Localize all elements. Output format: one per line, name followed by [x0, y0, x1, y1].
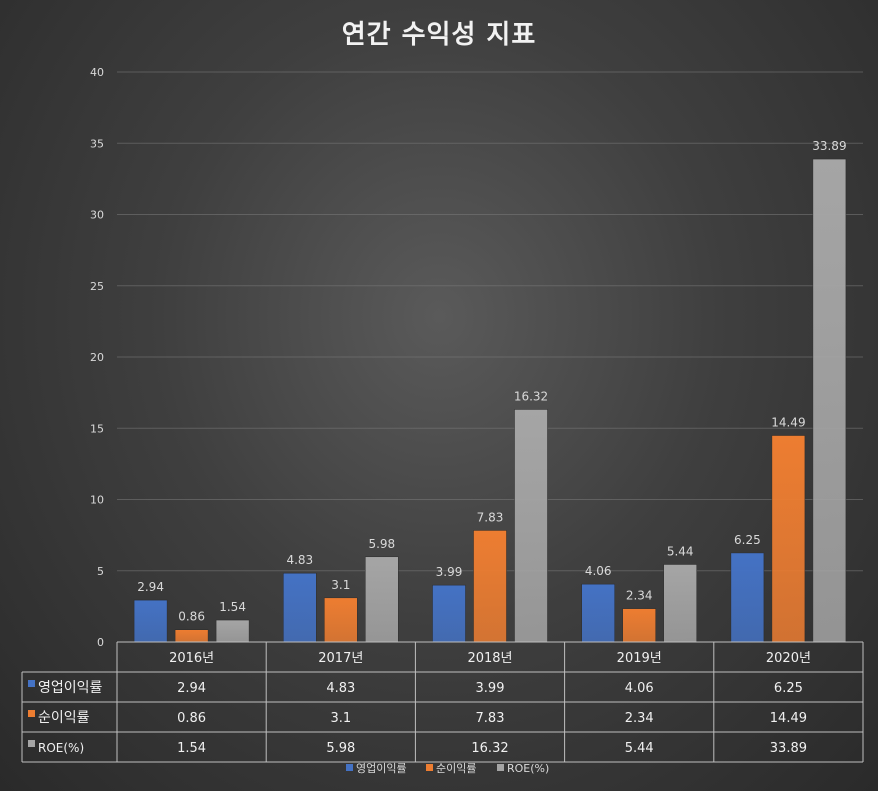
table-legend-key: [28, 710, 35, 717]
data-label: 33.89: [812, 139, 846, 153]
table-cell: 0.86: [177, 711, 206, 726]
bar: [581, 583, 615, 643]
bar: [324, 597, 358, 643]
legend-key: [346, 764, 353, 771]
data-label: 4.06: [585, 564, 612, 578]
table-cell: 3.99: [476, 681, 505, 696]
data-label: 16.32: [514, 389, 548, 403]
table-cell: 4.06: [625, 681, 654, 696]
category-label: 2018년: [467, 651, 512, 666]
bar: [514, 409, 548, 643]
bar: [174, 629, 209, 643]
y-tick-label: 40: [90, 66, 104, 79]
bar: [133, 599, 168, 643]
y-tick-label: 25: [90, 280, 104, 293]
table-cell: 6.25: [774, 681, 803, 696]
y-tick-label: 5: [97, 565, 104, 578]
bar: [730, 552, 765, 643]
y-tick-label: 0: [97, 636, 104, 649]
bar: [215, 619, 250, 643]
table-cell: 5.44: [625, 741, 654, 756]
data-label: 5.98: [368, 537, 395, 551]
chart-title: 연간 수익성 지표: [341, 20, 537, 50]
bar: [365, 556, 399, 643]
table-series-name: 순이익률: [38, 710, 90, 726]
bar: [663, 564, 697, 643]
table-cell: 3.1: [330, 711, 351, 726]
category-label: 2017년: [318, 651, 363, 666]
data-label: 2.94: [137, 580, 164, 594]
table-cell: 7.83: [476, 711, 505, 726]
table-series-name: ROE(%): [38, 741, 84, 755]
y-tick-label: 20: [90, 351, 104, 364]
data-label: 7.83: [477, 510, 504, 524]
table-cell: 4.83: [326, 681, 355, 696]
table-cell: 2.34: [625, 711, 654, 726]
y-tick-label: 10: [90, 494, 104, 507]
table-cell: 5.98: [326, 741, 355, 756]
data-label: 0.86: [178, 610, 205, 624]
data-label: 4.83: [286, 553, 313, 567]
bar: [812, 158, 847, 643]
data-label: 6.25: [734, 533, 761, 547]
table-cell: 16.32: [471, 741, 508, 756]
category-label: 2020년: [766, 651, 811, 666]
table-series-name: 영업이익률: [38, 680, 103, 696]
data-label: 14.49: [771, 416, 805, 430]
data-label: 2.34: [626, 589, 653, 603]
y-tick-label: 15: [90, 422, 104, 435]
table-cell: 33.89: [770, 741, 807, 756]
legend-key: [497, 764, 504, 771]
legend-label: ROE(%): [507, 762, 549, 775]
y-tick-label: 30: [90, 209, 104, 222]
data-label: 3.1: [331, 578, 350, 592]
legend-label: 영업이익률: [356, 762, 407, 775]
bar: [283, 572, 317, 643]
bar: [473, 530, 507, 643]
category-label: 2016년: [169, 651, 214, 666]
table-cell: 1.54: [177, 741, 206, 756]
data-label: 1.54: [219, 600, 246, 614]
table-cell: 2.94: [177, 681, 206, 696]
bar: [432, 584, 466, 643]
bar: [771, 435, 806, 643]
table-legend-key: [28, 740, 35, 747]
legend-key: [426, 764, 433, 771]
table-legend-key: [28, 680, 35, 687]
bar: [622, 608, 656, 643]
y-tick-label: 35: [90, 137, 104, 150]
data-label: 3.99: [436, 565, 463, 579]
data-label: 5.44: [667, 544, 694, 558]
table-cell: 14.49: [770, 711, 807, 726]
category-label: 2019년: [617, 651, 662, 666]
legend-label: 순이익률: [436, 762, 476, 775]
